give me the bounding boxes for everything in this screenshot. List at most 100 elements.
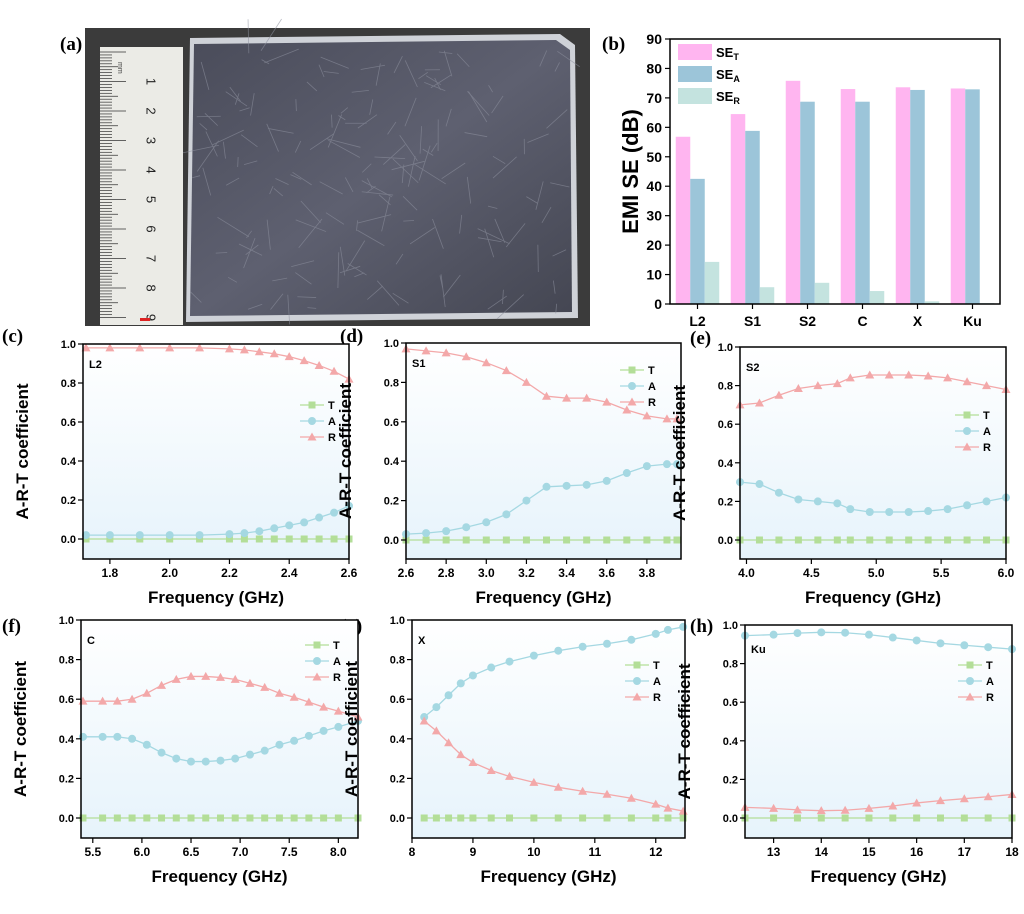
marker-circle [603, 639, 611, 648]
legend-label: T [983, 410, 990, 422]
marker-square [275, 814, 283, 822]
crease-line [328, 139, 360, 158]
marker-square [172, 814, 180, 822]
crease-line [491, 95, 504, 114]
marker-circle [330, 508, 339, 517]
marker-square [563, 536, 571, 544]
legend-swatch [678, 44, 712, 60]
marker-square [469, 814, 477, 822]
y-tick-label: 90 [646, 31, 662, 47]
marker-triangle [602, 397, 612, 406]
sample-annotation: X [418, 635, 426, 647]
x-tick-label: 2.6 [341, 566, 358, 580]
marker-triangle [816, 806, 826, 815]
marker-circle [841, 628, 850, 637]
y-tick-label: 1.0 [390, 615, 405, 627]
crease-line [366, 185, 376, 194]
marker-triangle [912, 798, 922, 807]
marker-square [833, 536, 841, 544]
legend-swatch [678, 88, 712, 104]
crease-line [395, 253, 404, 265]
crease-line [374, 156, 406, 160]
marker-circle [672, 460, 681, 469]
y-tick-label: 0.2 [384, 496, 399, 508]
crease-line [404, 97, 417, 127]
marker-circle [662, 460, 671, 469]
legend-label: R [983, 442, 991, 454]
crease-line [404, 60, 418, 88]
marker-triangle [230, 674, 240, 683]
legend-label: T [986, 660, 993, 672]
marker-triangle [542, 391, 552, 400]
marker-square [554, 814, 562, 822]
legend-label: A [333, 656, 341, 668]
crease-line [391, 160, 425, 171]
legend-marker [963, 427, 971, 435]
crease-line [246, 230, 253, 239]
marker-circle [794, 495, 803, 504]
marker-circle [793, 629, 802, 638]
marker-triangle [304, 697, 314, 706]
marker-square [583, 536, 591, 544]
crease-line [403, 220, 415, 222]
bar-SEA-S2 [800, 101, 815, 304]
marker-triangle [904, 370, 914, 379]
crease-line [441, 162, 466, 180]
panel-label: (d) [340, 326, 363, 347]
y-tick-label: 40 [646, 178, 662, 194]
marker-square [865, 814, 873, 822]
marker-circle [582, 480, 591, 489]
marker-triangle [260, 682, 270, 691]
y-tick-label: 0.4 [384, 456, 400, 468]
marker-square [320, 814, 328, 822]
ruler-ticks: 1 2 3 4 5 6 7 8 9 [100, 51, 159, 321]
panel-label: (b) [602, 34, 625, 55]
crease-line [247, 303, 263, 310]
crease-line [295, 219, 327, 232]
x-tick-label: 7.0 [232, 845, 249, 859]
bar-SER-C [869, 291, 885, 304]
crease-line [215, 252, 228, 254]
legend-label: T [328, 400, 335, 412]
bar-SET-Ku [950, 88, 966, 304]
crease-line [418, 145, 431, 181]
marker-triangle [582, 393, 592, 402]
crease-line [295, 272, 312, 285]
crease-line [366, 178, 373, 189]
marker-circle [904, 508, 913, 517]
legend-label: R [653, 692, 661, 704]
crease-line [362, 163, 372, 173]
y-tick-label: 70 [646, 90, 662, 106]
sample-annotation: Ku [751, 644, 766, 656]
legend-label: R [986, 692, 994, 704]
marker-square [158, 814, 166, 822]
y-axis-title: A-R-T coefficient [13, 383, 32, 519]
y-tick-label: 80 [646, 60, 662, 76]
crease-line [319, 181, 343, 195]
marker-triangle [923, 371, 933, 380]
legend-marker [628, 366, 636, 374]
bar-chart-b: 0 10 20 30 40 50 60 70 80 90 L2 S1 S2 C X Ku EMI SE (dB)… [618, 31, 1001, 329]
x-tick-label: 5.5 [84, 845, 101, 859]
x-tick-label: 1.8 [102, 566, 119, 580]
marker-square [673, 536, 681, 544]
marker-triangle [254, 347, 264, 356]
y-tick-label: 0.6 [718, 419, 733, 431]
x-tick-label: 3.0 [478, 566, 495, 580]
crease-line [464, 132, 488, 138]
marker-square [866, 536, 874, 544]
crease-line [298, 218, 323, 249]
bar-SEA-Ku [965, 89, 980, 304]
marker-circle [554, 646, 563, 655]
y-tick-label: 1.0 [723, 620, 738, 632]
marker-square [487, 814, 495, 822]
marker-circle [627, 635, 636, 644]
x-axis-title: Frequency (GHz) [810, 867, 946, 886]
bar-SET-S1 [730, 114, 746, 304]
plot-background [740, 347, 1006, 559]
marker-triangle [501, 366, 511, 375]
marker-square [502, 536, 510, 544]
marker-circle [187, 757, 196, 766]
marker-circle [216, 756, 225, 765]
